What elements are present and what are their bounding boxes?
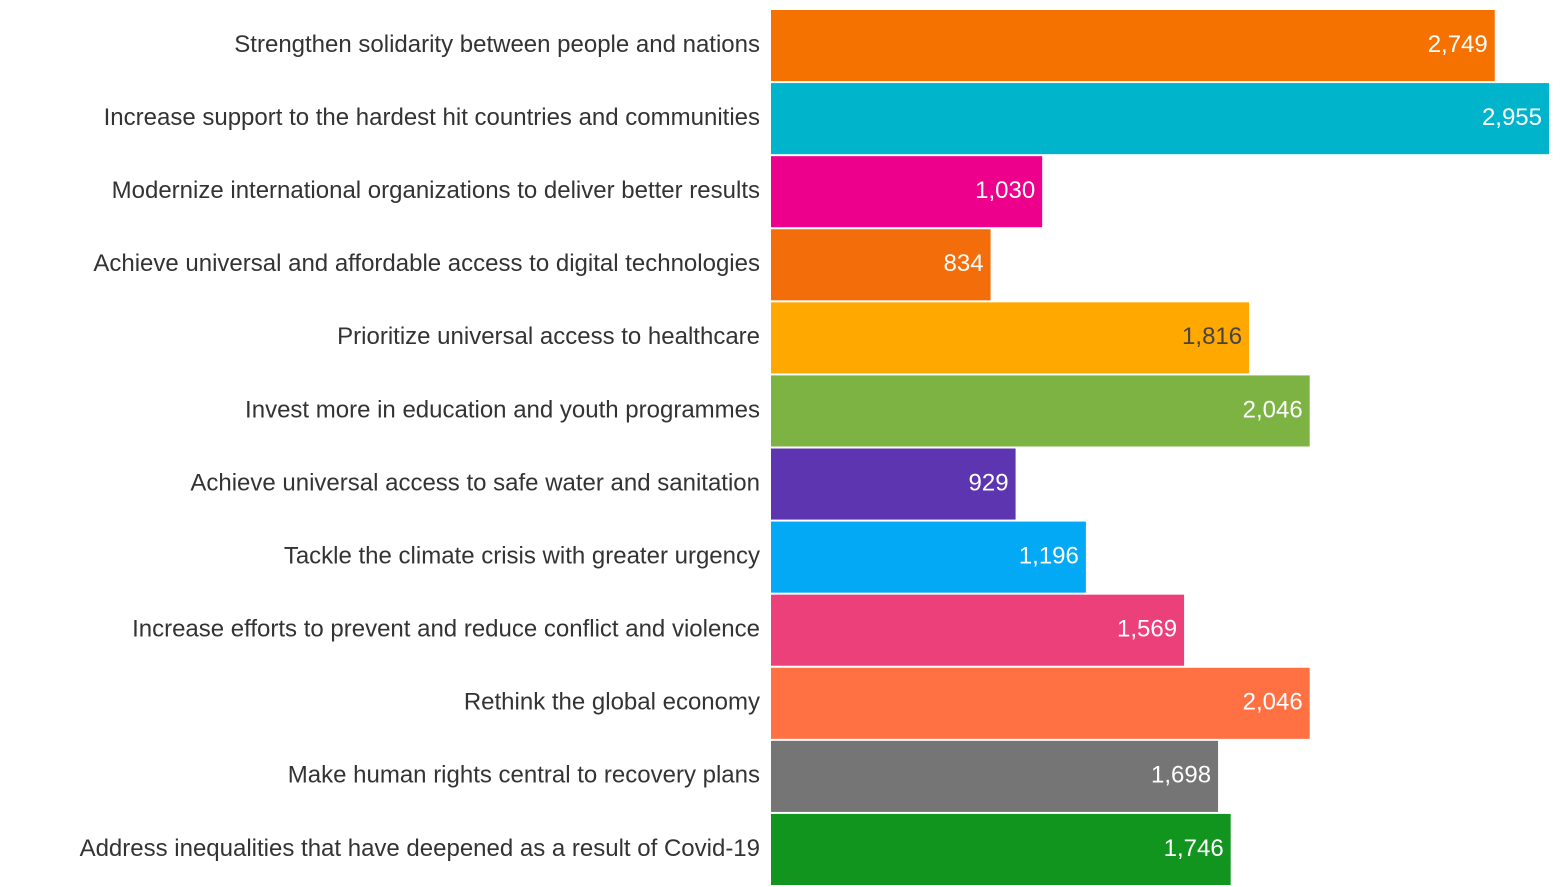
bar xyxy=(771,83,1549,155)
bar xyxy=(771,302,1250,374)
category-label: Tackle the climate crisis with greater u… xyxy=(284,542,760,569)
bar xyxy=(771,375,1310,447)
value-label: 1,196 xyxy=(1019,542,1079,569)
bar xyxy=(771,667,1310,739)
bar xyxy=(771,594,1185,666)
category-label: Increase efforts to prevent and reduce c… xyxy=(132,616,760,643)
value-label: 1,030 xyxy=(975,177,1035,204)
category-label: Address inequalities that have deepened … xyxy=(80,835,760,862)
bar xyxy=(771,813,1231,885)
category-label: Modernize international organizations to… xyxy=(112,177,760,204)
value-label: 1,569 xyxy=(1117,616,1177,643)
category-label: Rethink the global economy xyxy=(464,689,760,716)
value-label: 2,046 xyxy=(1243,396,1303,423)
category-label: Make human rights central to recovery pl… xyxy=(288,762,760,789)
category-label: Strengthen solidarity between people and… xyxy=(234,31,760,58)
bar xyxy=(771,521,1086,593)
category-label: Achieve universal access to safe water a… xyxy=(190,469,760,496)
category-label: Achieve universal and affordable access … xyxy=(93,250,760,277)
value-label: 1,816 xyxy=(1182,323,1242,350)
value-label: 2,749 xyxy=(1428,31,1488,58)
value-label: 1,698 xyxy=(1151,762,1211,789)
value-label: 929 xyxy=(969,469,1009,496)
category-label: Prioritize universal access to healthcar… xyxy=(337,323,760,350)
bar xyxy=(771,156,1043,228)
value-label: 1,746 xyxy=(1164,835,1224,862)
bar xyxy=(771,740,1219,812)
value-label: 2,046 xyxy=(1243,689,1303,716)
bar xyxy=(771,229,991,301)
category-label: Increase support to the hardest hit coun… xyxy=(104,104,760,131)
bar xyxy=(771,10,1495,82)
bar xyxy=(771,448,1016,520)
value-label: 834 xyxy=(944,250,984,277)
category-label: Invest more in education and youth progr… xyxy=(245,396,760,423)
value-label: 2,955 xyxy=(1482,104,1542,131)
